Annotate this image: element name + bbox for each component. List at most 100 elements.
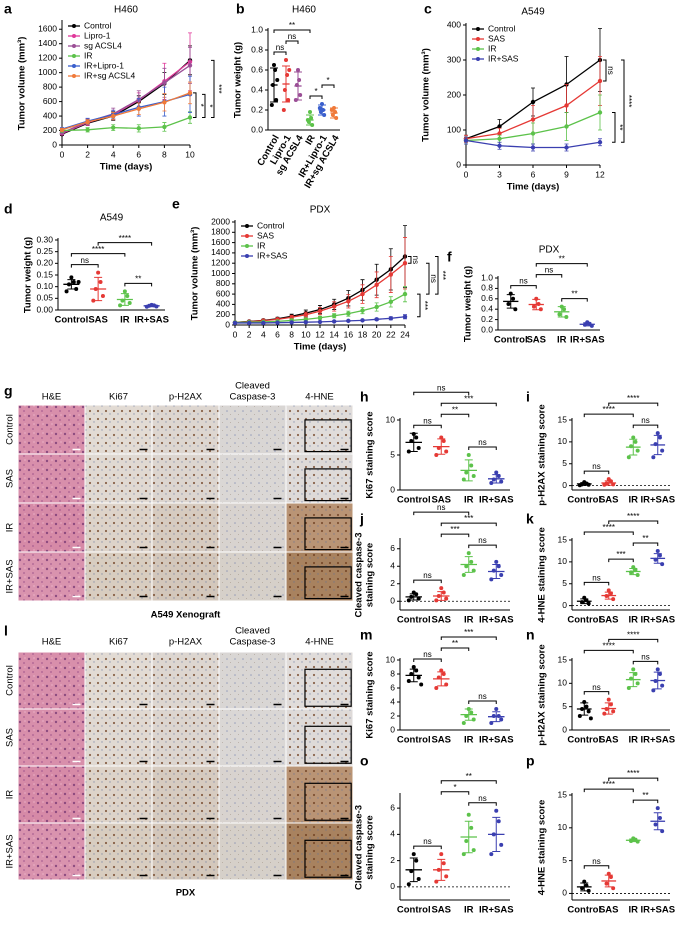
data-point: [287, 68, 292, 72]
y-tick-label: 0.0: [251, 124, 263, 134]
significance-bracket: [440, 413, 470, 418]
significance-bracket: [321, 84, 335, 88]
x-tick-label: Control: [397, 905, 431, 916]
data-point: [441, 590, 446, 595]
y-tick-label: 0.6: [251, 64, 263, 74]
significance-label: ns: [641, 652, 649, 661]
data-point: [275, 320, 280, 325]
data-point: [275, 78, 280, 82]
micrograph-texture: [152, 766, 219, 823]
error-bar: [437, 591, 446, 601]
data-point: [162, 100, 167, 105]
significance-bracket: [211, 59, 215, 119]
error-bar: [492, 474, 501, 484]
y-tick-label: 0.25: [36, 246, 53, 256]
data-point: [497, 131, 502, 136]
x-tick-label: 12: [315, 329, 325, 339]
data-point: [388, 299, 394, 305]
y-tick-label: 15: [558, 654, 568, 664]
panel-letter: o: [360, 753, 369, 769]
data-point: [411, 852, 416, 857]
x-tick-label: IR+SAS: [640, 905, 675, 916]
data-point: [416, 877, 421, 881]
micrograph-texture: [286, 823, 353, 880]
series-line: [61, 92, 191, 131]
grid-caption: A549 Xenograft: [151, 610, 222, 621]
data-point: [346, 318, 351, 324]
y-tick-label: 0.2: [481, 314, 493, 324]
x-tick-label: IR: [464, 495, 474, 506]
significance-label: ns: [478, 438, 486, 447]
y-tick-label: 800: [43, 81, 57, 91]
y-axis-label: p-H2AX staining score: [537, 644, 548, 745]
column-header: Cleaved: [235, 626, 270, 637]
error-bar: [120, 293, 129, 306]
error-bar: [464, 820, 473, 854]
data-point: [289, 315, 294, 320]
significance-label: ***: [420, 301, 429, 310]
data-point: [655, 806, 660, 811]
data-point: [597, 78, 603, 84]
y-tick-label: 0: [225, 319, 230, 329]
legend-label: Control: [84, 20, 112, 30]
data-point: [308, 110, 312, 114]
y-tick-label: 2000: [211, 216, 230, 226]
micrograph-texture: [219, 823, 286, 880]
micrograph-texture: [152, 454, 219, 503]
data-point: [246, 320, 252, 326]
legend-marker: [476, 27, 480, 31]
error-bar: [629, 438, 638, 456]
inset: [304, 725, 352, 764]
x-tick-label: SAS: [599, 905, 619, 916]
significance-bracket: [510, 285, 537, 289]
x-tick-label: 10: [185, 149, 195, 159]
x-tick-label: Control: [567, 735, 601, 746]
data-point: [629, 838, 634, 843]
error-bar: [653, 812, 662, 831]
micrograph-texture: [286, 652, 353, 709]
data-point: [562, 307, 567, 312]
significance-bracket: [273, 51, 287, 55]
significance-label: ns: [81, 256, 89, 265]
data-point: [441, 672, 446, 676]
y-tick-label: 10: [558, 678, 568, 688]
error-bar: [318, 104, 326, 116]
significance-label: ns: [545, 266, 553, 275]
inset: [304, 782, 352, 821]
significance-bracket: [440, 780, 497, 784]
significance-bracket: [632, 542, 659, 546]
significance-bracket: [583, 649, 634, 654]
data-point: [444, 874, 449, 879]
y-tick-label: 1200: [38, 52, 57, 62]
y-tick-label: 5: [562, 458, 567, 468]
y-tick-label: 10: [558, 436, 568, 446]
x-tick-label: Control: [494, 335, 528, 346]
error-bar: [580, 482, 589, 486]
data-point: [494, 808, 499, 813]
micrograph-texture: [85, 552, 152, 601]
micrograph-texture: [152, 552, 219, 601]
significance-label: *: [196, 104, 205, 107]
data-point: [633, 439, 638, 444]
significance-label: ns: [606, 66, 615, 74]
significance-bracket: [561, 298, 588, 302]
micrograph-texture: [85, 652, 152, 709]
y-tick-label: 2: [390, 578, 395, 588]
panel-letter: n: [526, 627, 535, 643]
micrograph-texture: [18, 503, 85, 552]
significance-bracket: [440, 791, 470, 795]
micrograph-texture: [18, 405, 85, 454]
x-tick-label: 18: [358, 329, 368, 339]
y-axis-label: Cleaved caspase-3: [354, 805, 365, 890]
data-point: [441, 439, 446, 443]
data-point: [660, 562, 665, 567]
y-tick-label: 1.0: [481, 272, 493, 282]
error-bar: [580, 882, 589, 892]
data-point: [608, 875, 613, 880]
y-axis-label: Ki67 staining score: [365, 411, 376, 498]
significance-label: ns: [423, 837, 431, 846]
data-point: [274, 98, 279, 102]
error-bar: [306, 114, 314, 126]
significance-label: **: [571, 290, 577, 299]
data-point: [497, 136, 502, 141]
